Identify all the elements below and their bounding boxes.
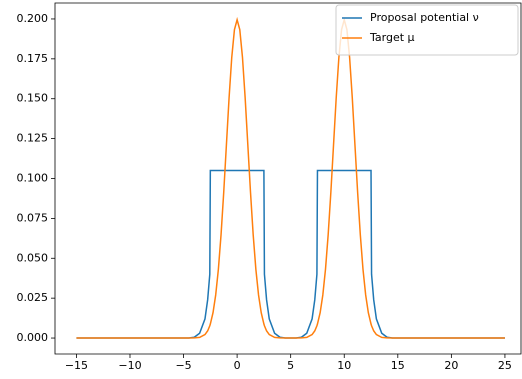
x-tick-label: 20	[444, 359, 458, 372]
x-tick-label: −15	[65, 359, 88, 372]
y-tick-label: 0.175	[17, 52, 49, 65]
series-line	[76, 169, 505, 339]
legend-box	[335, 4, 519, 56]
x-tick-label: 0	[234, 359, 241, 372]
legend-label: Target μ	[369, 31, 415, 44]
y-tick-label: 0.100	[17, 172, 49, 185]
legend: Proposal potential ν Target μ	[335, 4, 519, 56]
x-tick-label: 10	[337, 359, 351, 372]
axes-frame	[54, 2, 522, 355]
x-tick-label: 25	[498, 359, 512, 372]
x-tick-label: 15	[391, 359, 405, 372]
y-tick-label: 0.150	[17, 92, 49, 105]
x-tick-label: −10	[118, 359, 141, 372]
x-tick-label: −5	[175, 359, 191, 372]
y-tick-label: 0.025	[17, 291, 49, 304]
y-tick-label: 0.125	[17, 132, 49, 145]
y-tick-label: 0.200	[17, 12, 49, 25]
legend-label: Proposal potential ν	[370, 11, 479, 24]
series-line	[76, 16, 505, 339]
y-tick-label: 0.050	[17, 251, 49, 264]
y-tick-label: 0.075	[17, 211, 49, 224]
x-tick-label: 5	[287, 359, 294, 372]
y-tick-label: 0.000	[17, 331, 49, 344]
